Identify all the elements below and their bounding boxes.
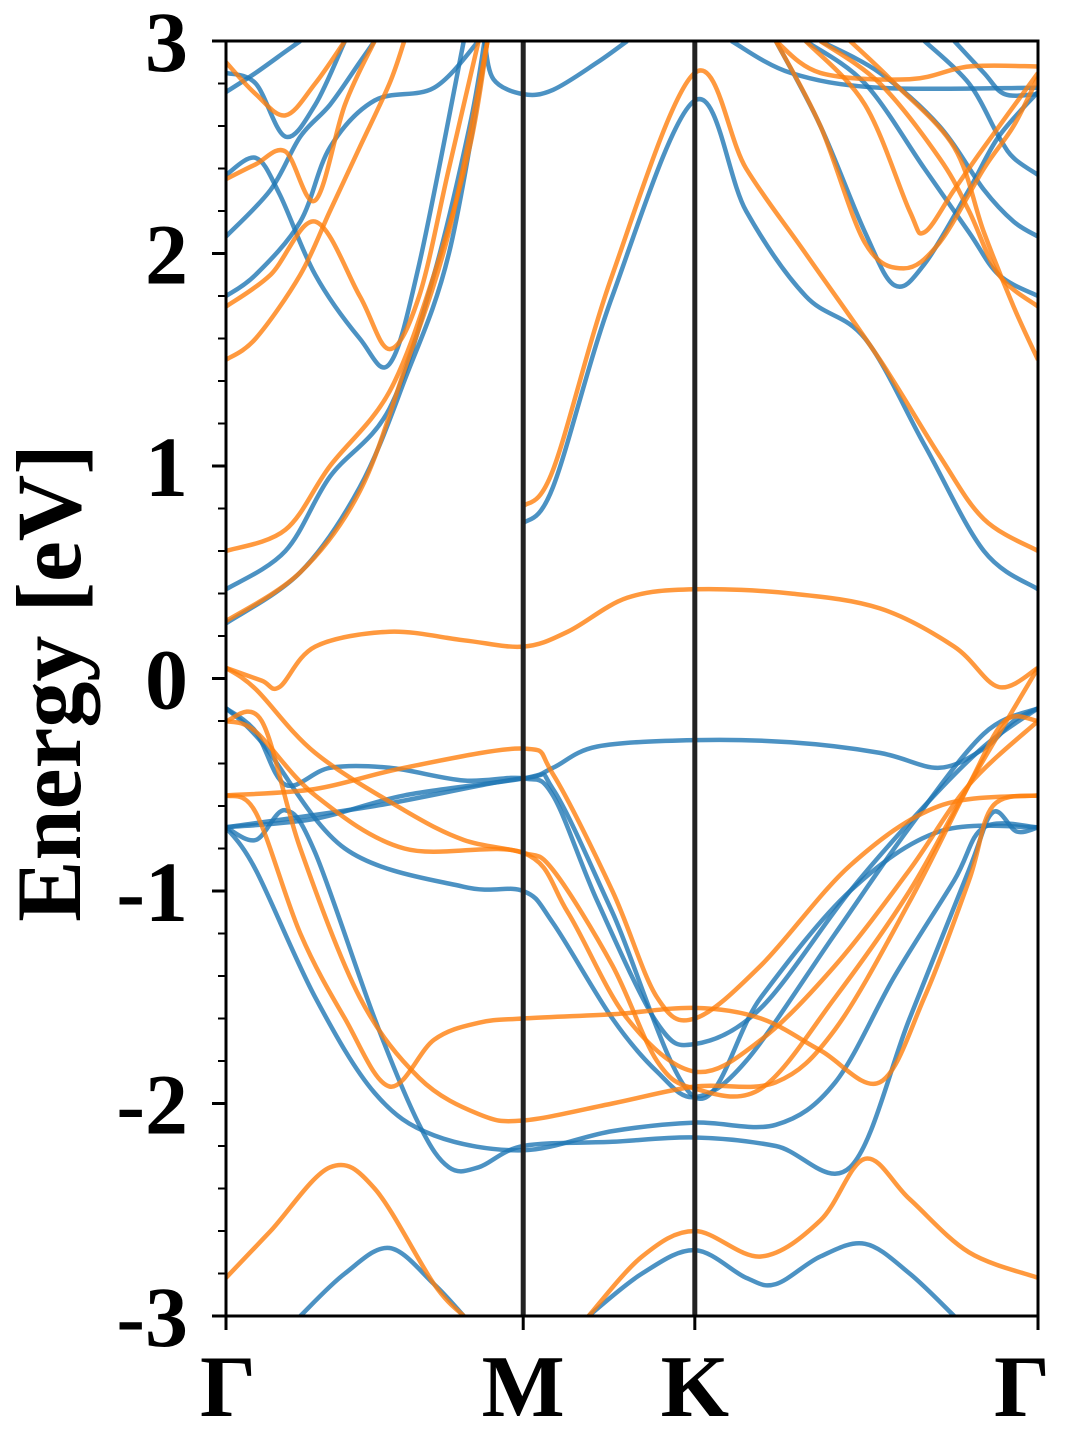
y-tick-label: -1: [116, 844, 188, 940]
orange-band-line-38: [848, 41, 1038, 361]
blue-band-line-7: [587, 1240, 956, 1316]
x-tick-label: M: [482, 1339, 565, 1436]
orange-band-line-25: [226, 746, 1038, 1023]
orange-band-line-41: [226, 41, 377, 204]
high-symmetry-lines: [520, 41, 698, 1316]
orange-band-line-39: [226, 41, 407, 362]
blue-band-line-10: [482, 41, 629, 98]
blue-band-line-6: [298, 1245, 466, 1316]
y-tick-label: 2: [145, 207, 188, 303]
y-tick-label: -2: [116, 1057, 188, 1153]
blue-band-line-18: [226, 41, 302, 94]
y-tick-label: 1: [145, 419, 188, 515]
orange-band-line-27: [226, 709, 1038, 1124]
orange-band-line-30: [586, 1156, 1038, 1316]
orange-band-line-32: [226, 41, 490, 623]
y-tick-label: -3: [116, 1269, 188, 1365]
x-tick-label: Γ: [200, 1339, 256, 1436]
y-axis-label: Energy [eV]: [0, 444, 100, 922]
blue-band-line-2: [226, 706, 1038, 830]
blue-band-line-11: [521, 96, 1038, 592]
orange-band-line-34: [773, 41, 1038, 271]
blue-band-line-4: [226, 821, 1038, 1153]
orange-band-line-35: [774, 41, 1038, 82]
blue-band-line-22: [226, 41, 347, 140]
blue-band-line-0: [226, 706, 1038, 1100]
orange-band-line-28: [226, 718, 1038, 1075]
orange-band-line-26: [226, 793, 1038, 1089]
orange-band-line-24: [226, 666, 1038, 1099]
blue-band-line-5: [226, 772, 1038, 1101]
orange-band-line-36: [803, 41, 1038, 236]
orange-band-line-29: [226, 1162, 466, 1316]
blue-band-line-1: [226, 706, 1038, 1048]
x-tick-label: Γ: [994, 1339, 1050, 1436]
y-tick-label: 3: [145, 0, 188, 90]
blue-band-line-13: [730, 41, 1038, 92]
blue-band-line-19: [226, 41, 467, 370]
blue-band-line-21: [226, 41, 377, 239]
orange-band-line-33: [521, 68, 1038, 553]
x-tick-label: K: [661, 1339, 729, 1436]
orange-band-line-31: [226, 41, 490, 554]
orange-band-line-42: [226, 41, 347, 118]
blue-band-line-3: [226, 808, 1038, 1176]
y-axis: 3 2 1 0 -1 -2 -3: [116, 0, 226, 1365]
y-tick-label: 0: [145, 632, 188, 728]
orange-band-line-23: [226, 586, 1038, 692]
blue-band-line-20: [226, 41, 481, 298]
band-lines: [226, 41, 1038, 1316]
orange-band-line-40: [226, 41, 481, 352]
